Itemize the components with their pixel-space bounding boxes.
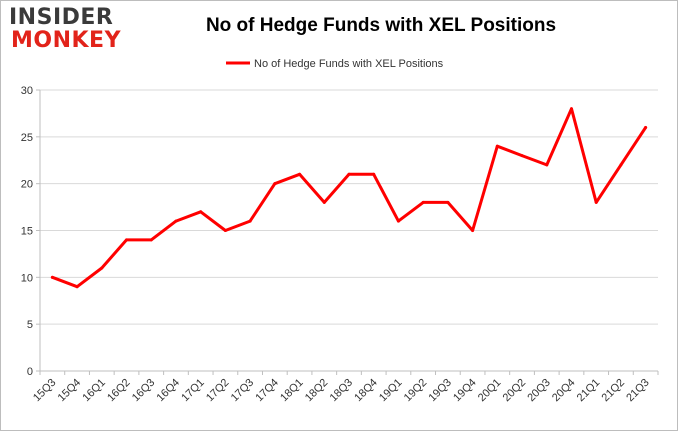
x-tick-label: 21Q1 (575, 377, 603, 405)
x-tick-label: 21Q3 (624, 377, 652, 405)
data-point (322, 200, 326, 204)
data-point (347, 172, 351, 176)
x-tick-label: 18Q1 (278, 377, 306, 405)
x-tick-label: 16Q1 (80, 377, 108, 405)
x-tick-label: 17Q2 (204, 377, 232, 405)
chart-title: No of Hedge Funds with XEL Positions (205, 15, 557, 36)
data-point (471, 229, 475, 232)
x-tick-label: 18Q4 (352, 377, 380, 405)
x-tick-label: 21Q2 (600, 377, 628, 405)
x-tick-label: 16Q3 (130, 377, 158, 405)
data-point (569, 107, 573, 111)
data-point (223, 229, 227, 232)
data-point (644, 125, 648, 129)
x-tick-label: 15Q4 (56, 377, 84, 405)
y-tick-label: 10 (21, 272, 33, 284)
x-tick-label: 18Q3 (328, 377, 356, 405)
legend-label: No of Hedge Funds with XEL Positions (254, 58, 444, 70)
x-tick-label: 19Q3 (426, 377, 454, 405)
y-tick-label: 0 (27, 366, 33, 378)
data-point (396, 219, 400, 223)
data-point (50, 275, 54, 279)
data-point (174, 219, 178, 223)
data-point (372, 172, 376, 176)
x-tick-label: 18Q2 (303, 377, 331, 405)
x-tick-label: 16Q2 (105, 377, 133, 405)
data-point (421, 200, 425, 204)
x-tick-label: 17Q3 (229, 377, 257, 405)
x-tick-label: 20Q3 (525, 377, 553, 405)
x-tick-label: 16Q4 (155, 377, 183, 405)
y-tick-label: 25 (21, 132, 33, 144)
data-point (248, 219, 252, 223)
data-point (100, 266, 104, 270)
data-point (298, 172, 302, 176)
y-tick-label: 30 (21, 85, 33, 97)
logo-line-1: INSIDER (9, 5, 114, 30)
data-point (520, 154, 524, 158)
y-tick-label: 15 (21, 226, 33, 238)
y-tick-label: 20 (21, 179, 33, 191)
x-tick-label: 17Q1 (179, 377, 207, 405)
data-point (495, 144, 499, 148)
series-line (50, 107, 648, 289)
x-tick-label: 20Q1 (476, 377, 504, 405)
data-point (619, 163, 623, 167)
logo-line-2: MONKEY (11, 28, 122, 53)
data-point (273, 182, 277, 186)
data-point (125, 238, 129, 242)
x-tick-label: 19Q4 (451, 377, 479, 405)
data-point (446, 200, 450, 204)
x-tick-label: 17Q4 (253, 377, 281, 405)
data-point (149, 238, 153, 242)
data-point (75, 285, 79, 289)
x-tick-label: 15Q3 (31, 377, 59, 405)
data-point (594, 200, 598, 204)
x-tick-label: 20Q2 (501, 377, 529, 405)
y-tick-label: 5 (27, 319, 33, 331)
insider-monkey-logo: INSIDER MONKEY (9, 7, 127, 55)
x-tick-label: 20Q4 (550, 377, 578, 405)
x-tick-label: 19Q2 (402, 377, 430, 405)
data-point (545, 163, 549, 167)
data-point (199, 210, 203, 214)
x-tick-label: 19Q1 (377, 377, 405, 405)
